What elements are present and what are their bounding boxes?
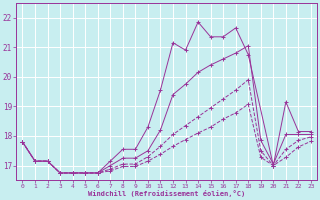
X-axis label: Windchill (Refroidissement éolien,°C): Windchill (Refroidissement éolien,°C) (88, 190, 245, 197)
